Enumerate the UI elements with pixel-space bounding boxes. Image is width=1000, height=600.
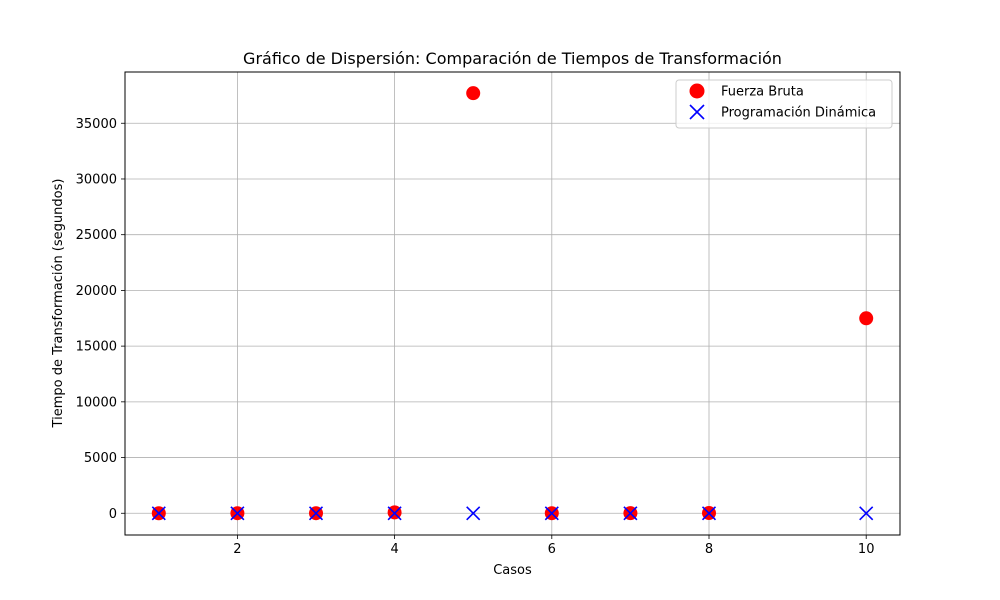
x-marker-stroke (387, 506, 402, 521)
legend-label: Fuerza Bruta (721, 85, 804, 100)
y-tick-label: 0 (109, 507, 117, 522)
x-tick-label: 8 (705, 542, 713, 557)
x-tick-label: 10 (858, 542, 875, 557)
data-point-x (230, 506, 245, 521)
data-point-circle (466, 86, 481, 101)
legend-item: Fuerza Bruta (689, 83, 804, 100)
series-2 (151, 506, 874, 521)
data-point-x (701, 506, 717, 521)
y-tick-label: 25000 (76, 228, 117, 243)
x-marker-stroke (544, 506, 559, 521)
y-tick-label: 5000 (84, 451, 117, 466)
y-tick-label: 15000 (76, 340, 117, 355)
data-point-x (308, 506, 324, 521)
x-marker-stroke (151, 506, 166, 521)
chart-title: Gráfico de Dispersión: Comparación de Ti… (243, 49, 782, 68)
x-marker-stroke (230, 506, 245, 521)
legend: Fuerza Bruta Programación Dinámica (675, 79, 893, 129)
x-marker-stroke (859, 506, 874, 521)
axes: 2 4 6 8 10 0 5000 10000 15000 20000 25000 30000 3500… (76, 71, 901, 557)
data-point-x (623, 506, 638, 521)
data-point-x (466, 506, 481, 521)
x-tick-label: 6 (548, 542, 556, 557)
data-point-x (387, 506, 402, 521)
y-tick-label: 35000 (76, 117, 117, 132)
legend-label: Programación Dinámica (721, 106, 876, 121)
grid (125, 72, 900, 535)
data-point-x (151, 506, 166, 521)
x-axis-label: Casos (493, 563, 532, 578)
y-tick-label: 30000 (76, 172, 117, 187)
x-marker-stroke (623, 506, 638, 521)
x-marker-stroke (689, 104, 705, 120)
x-tick-label: 2 (233, 542, 241, 557)
legend-circle-marker (689, 83, 705, 99)
x-marker-stroke (308, 506, 324, 521)
legend-x-marker (689, 104, 705, 120)
legend-box (675, 79, 893, 129)
series-1 (151, 86, 874, 521)
x-tick-label: 4 (390, 542, 398, 557)
data-point-circle (859, 311, 874, 326)
x-marker-stroke (701, 506, 717, 521)
y-tick-label: 10000 (76, 395, 117, 410)
y-tick-label: 20000 (76, 284, 117, 299)
data-point-x (859, 506, 874, 521)
data-point-x (544, 506, 559, 521)
data-marks (151, 86, 874, 521)
x-marker-stroke (466, 506, 481, 521)
y-axis-label: Tiempo de Transformación (segundos) (51, 179, 66, 429)
legend-item: Programación Dinámica (689, 104, 876, 121)
plot-frame (124, 71, 901, 536)
